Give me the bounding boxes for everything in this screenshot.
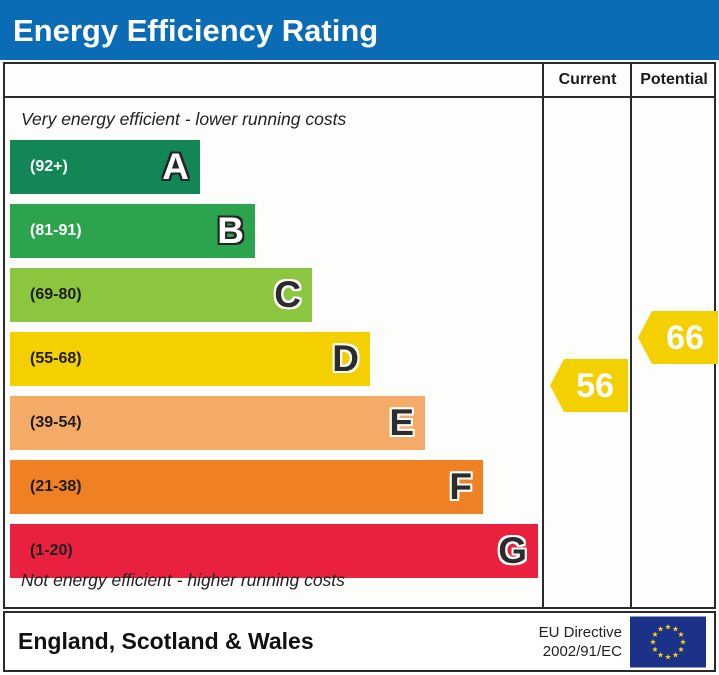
band-range-d: (55-68) [30, 350, 82, 367]
band-letter-b: B [217, 209, 244, 251]
band-row-a: (92+) A [10, 140, 200, 194]
band-letter-d: D [332, 337, 359, 379]
band-range-e: (39-54) [30, 414, 82, 431]
band-letter-g: G [498, 529, 527, 571]
page-title: Energy Efficiency Rating [13, 12, 379, 48]
band-row-d: (55-68) D [10, 332, 370, 386]
note-efficient: Very energy efficient - lower running co… [21, 109, 347, 129]
chart-header-bar: Energy Efficiency Rating [0, 0, 719, 60]
band-letter-c: C [274, 273, 301, 315]
band-range-a: (92+) [30, 158, 68, 175]
band-row-g: (1-20) G [10, 524, 538, 578]
band-letter-f: F [449, 465, 472, 507]
band-letter-a: A [162, 145, 189, 187]
eu-flag-stars [650, 623, 686, 659]
column-header-potential: Potential [640, 71, 708, 88]
column-header-row: Current Potential [5, 64, 714, 98]
band-range-c: (69-80) [30, 286, 82, 303]
footer-bar: England, Scotland & Wales EU Directive 2… [3, 611, 716, 672]
band-row-f: (21-38) F [10, 460, 483, 514]
band-letter-e: E [389, 401, 414, 443]
band-range-b: (81-91) [30, 222, 82, 239]
column-header-current: Current [558, 71, 617, 88]
band-range-f: (21-38) [30, 478, 82, 495]
eu-directive-line1: EU Directive [538, 623, 622, 641]
eu-flag-icon [630, 616, 706, 667]
current-rating-value: 56 [576, 366, 614, 405]
band-row-c: (69-80) C [10, 268, 312, 322]
band-row-b: (81-91) B [10, 204, 255, 258]
band-range-g: (1-20) [30, 542, 73, 559]
rating-table: Current Potential Very energy efficient … [3, 62, 718, 609]
note-inefficient: Not energy efficient - higher running co… [21, 570, 345, 590]
potential-rating-value: 66 [666, 318, 704, 357]
table-divider-potential [630, 64, 632, 607]
footer-region-label: England, Scotland & Wales [18, 628, 314, 654]
table-divider-current [542, 64, 544, 607]
eu-directive-line2: 2002/91/EC [542, 642, 622, 660]
bands-panel: Very energy efficient - lower running co… [5, 98, 542, 607]
potential-rating-arrow: 66 [638, 311, 718, 364]
current-rating-arrow: 56 [550, 359, 628, 412]
eu-directive-text: EU Directive 2002/91/EC [539, 622, 622, 660]
band-row-e: (39-54) E [10, 396, 425, 450]
